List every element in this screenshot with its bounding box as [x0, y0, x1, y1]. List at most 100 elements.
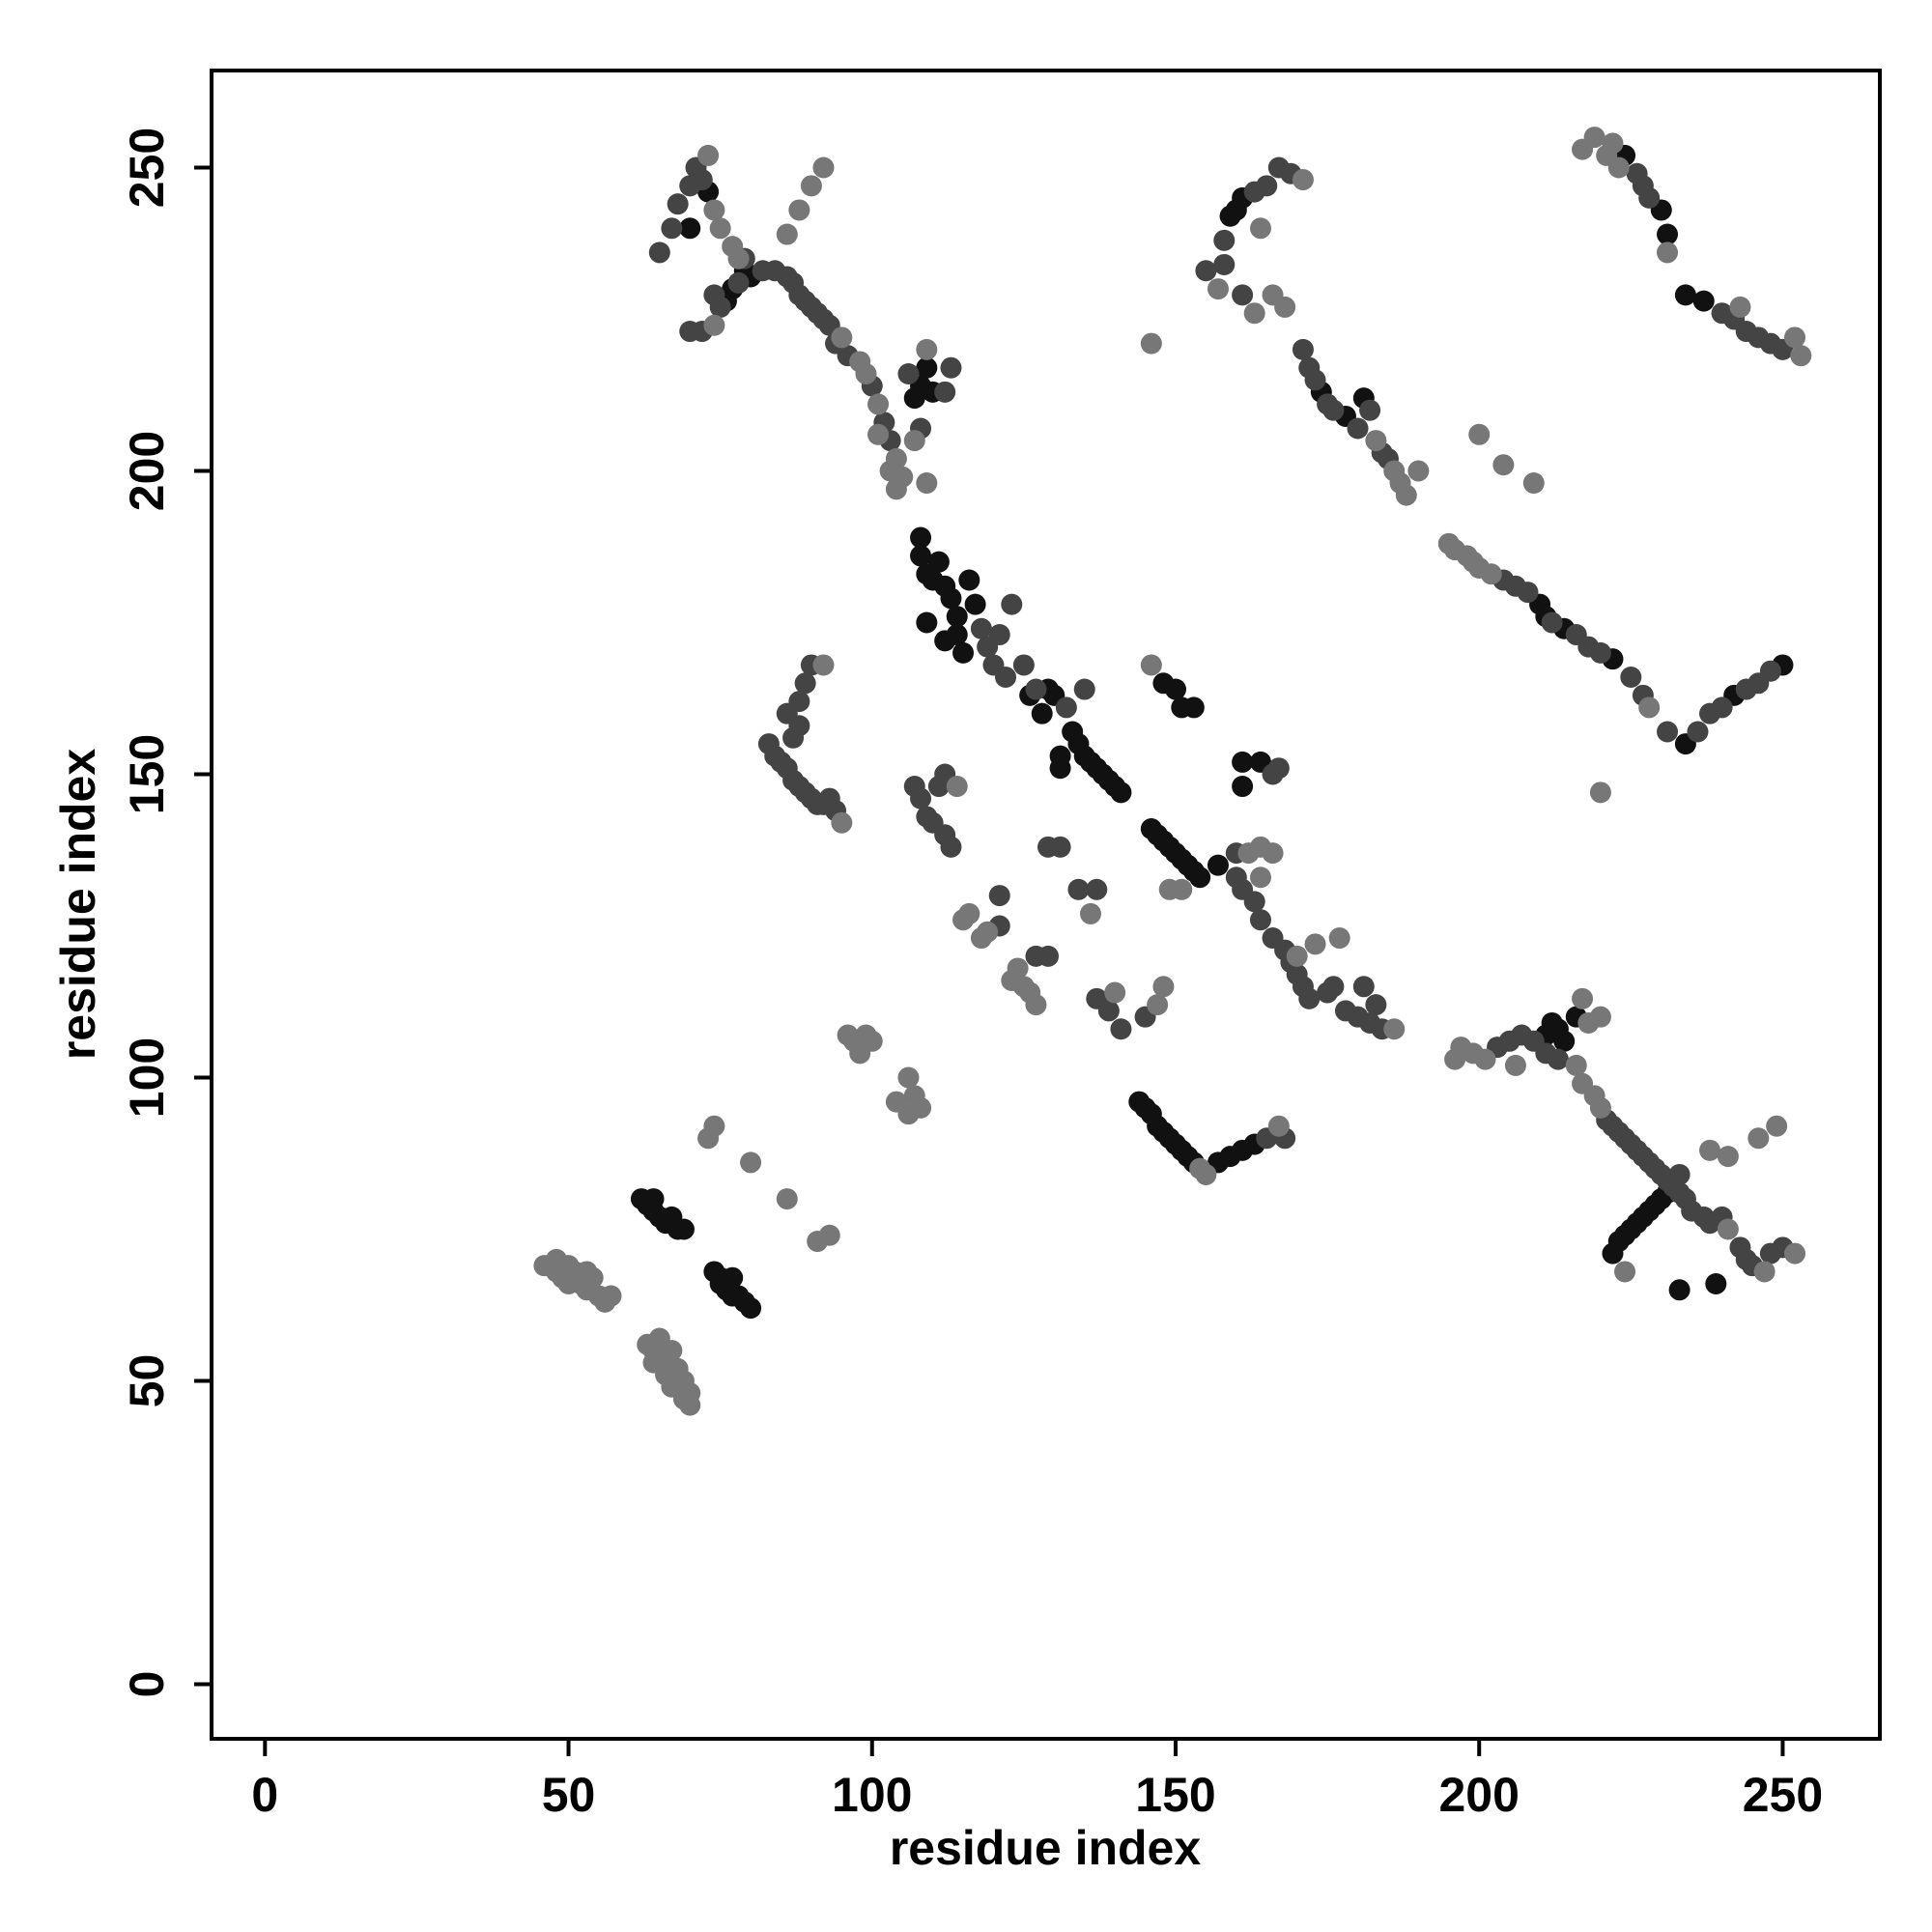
y-axis-label: residue index [51, 749, 105, 1061]
contact-point [1164, 678, 1186, 700]
contact-point [964, 593, 986, 615]
contact-point [1547, 1048, 1569, 1070]
contact-point [897, 1066, 920, 1089]
plot-frame [210, 69, 1882, 1741]
contact-point [1602, 132, 1624, 155]
contact-point [1097, 1000, 1120, 1022]
contact-point [1572, 987, 1594, 1009]
contact-point [1031, 702, 1053, 724]
contact-point [885, 447, 907, 469]
contact-point [679, 217, 701, 240]
contact-point [576, 1261, 598, 1283]
contact-point [1365, 430, 1387, 452]
contact-point [1292, 169, 1314, 191]
contact-point [1668, 1279, 1690, 1301]
x-tick-label: 50 [542, 1768, 596, 1822]
contact-point [1322, 399, 1345, 421]
contact-point [885, 478, 907, 500]
contact-point [1080, 902, 1102, 924]
contact-point [1001, 593, 1023, 615]
contact-point [812, 156, 835, 179]
contact-point [1182, 696, 1205, 719]
contact-point [970, 617, 992, 639]
contact-point [1784, 1242, 1806, 1264]
contact-point [812, 654, 835, 676]
contact-point [1657, 721, 1679, 743]
contact-point [1657, 242, 1679, 264]
contact-point [703, 1115, 725, 1137]
contact-point [1007, 957, 1029, 980]
contact-point [794, 672, 816, 695]
contact-point [1147, 994, 1169, 1016]
contact-point [727, 247, 750, 270]
contact-point [1249, 867, 1271, 889]
contact-point [1267, 757, 1290, 780]
contact-point [1012, 654, 1035, 676]
contact-point [1517, 582, 1539, 604]
contact-point [1638, 696, 1661, 719]
contact-point [1729, 296, 1751, 318]
contact-point [1110, 781, 1132, 804]
contact-point [916, 611, 938, 634]
contact-point [1352, 976, 1375, 998]
contact-point [1711, 696, 1733, 719]
contact-point [1347, 417, 1369, 440]
contact-point [1249, 909, 1271, 931]
contact-point [1055, 696, 1077, 719]
contact-point [1025, 994, 1047, 1016]
contact-point [1522, 472, 1545, 495]
contact-point [1705, 1273, 1727, 1294]
contact-point [855, 363, 877, 384]
contact-point [940, 836, 962, 858]
y-tick-label: 200 [120, 431, 174, 511]
contact-point [1638, 186, 1661, 209]
x-tick-label: 150 [1135, 1768, 1215, 1822]
contact-point [709, 296, 731, 318]
contact-point [1219, 205, 1241, 227]
contact-point [697, 144, 720, 166]
contact-point [1784, 327, 1806, 349]
contact-point [1189, 867, 1211, 889]
contact-point [1468, 423, 1491, 445]
contact-point [1395, 484, 1417, 506]
contact-point [1037, 945, 1060, 967]
contact-point [740, 1297, 762, 1320]
contact-point [1541, 611, 1563, 634]
contact-point [897, 1103, 920, 1125]
contact-point [867, 393, 890, 415]
contact-point [1140, 332, 1162, 355]
contact-point [1073, 678, 1095, 700]
contact-point [1717, 1218, 1739, 1240]
contact-point [800, 175, 822, 197]
contact-point [1232, 751, 1254, 773]
contact-point [1589, 1006, 1611, 1028]
contact-point [642, 1188, 665, 1210]
contact-point [940, 587, 962, 610]
contact-point [1565, 1054, 1587, 1076]
contact-point [1492, 454, 1515, 476]
contact-point [952, 641, 975, 664]
contact-point [903, 430, 925, 452]
contact-point [727, 271, 750, 294]
contact-point [722, 1285, 744, 1307]
contact-point [867, 423, 890, 445]
contact-point [1504, 1054, 1526, 1076]
contact-point [1328, 927, 1350, 950]
contact-point [946, 776, 968, 798]
contact-point [672, 1218, 695, 1240]
contact-point [1766, 1115, 1788, 1137]
y-tick-label: 50 [120, 1354, 174, 1408]
contact-point [703, 199, 725, 221]
contact-point [667, 193, 689, 215]
contact-point [642, 1351, 665, 1374]
contact-point [1589, 641, 1611, 664]
contact-point [1383, 1018, 1406, 1040]
contact-point [934, 630, 956, 652]
contact-point [1747, 1127, 1770, 1150]
contact-point [1717, 1146, 1739, 1168]
y-tick-label: 100 [120, 1037, 174, 1118]
contact-point [679, 1394, 701, 1416]
contact-point [977, 921, 999, 943]
contact-point [1553, 1030, 1576, 1052]
